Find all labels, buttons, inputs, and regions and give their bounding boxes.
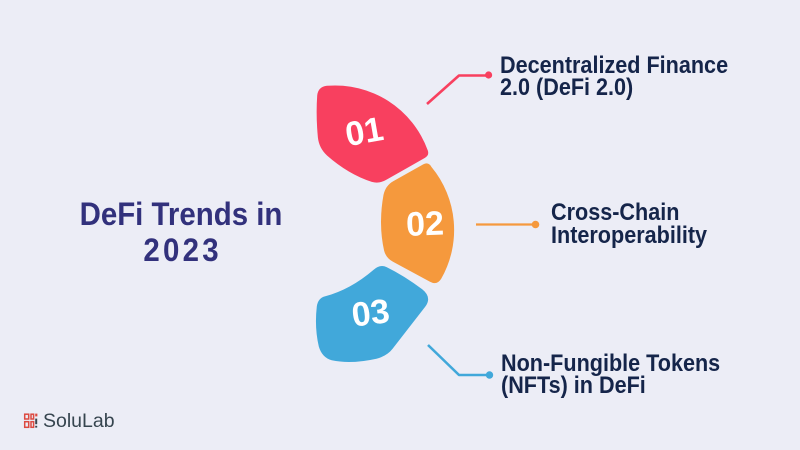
svg-text:02: 02	[405, 205, 444, 244]
svg-text:03: 03	[350, 292, 392, 334]
svg-text:01: 01	[342, 110, 386, 154]
